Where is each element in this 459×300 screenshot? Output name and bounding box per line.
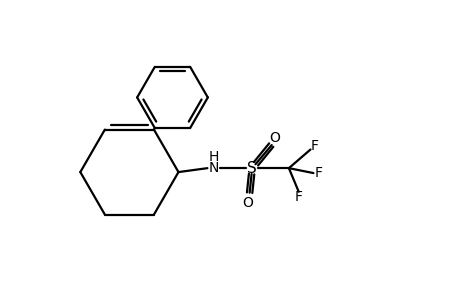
Text: H: H [208, 150, 218, 164]
Text: F: F [310, 139, 318, 153]
Text: F: F [313, 166, 322, 180]
Text: F: F [294, 190, 302, 204]
Text: S: S [246, 161, 257, 176]
Text: O: O [242, 196, 252, 209]
Text: O: O [269, 131, 280, 145]
Text: N: N [208, 161, 218, 175]
